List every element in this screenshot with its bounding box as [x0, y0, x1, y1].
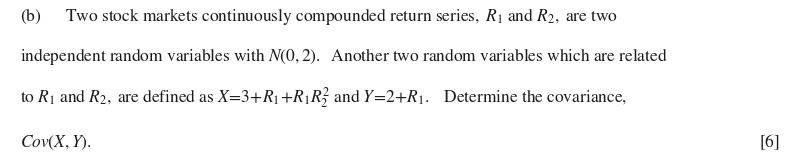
Text: $\mathrm{independent\ random\ variables\ with\ }$$N\mathrm{(0,2).\ \ Another\ tw: $\mathrm{independent\ random\ variables\…: [20, 46, 668, 67]
Text: $\mathrm{[6]}$: $\mathrm{[6]}$: [759, 132, 780, 152]
Text: $\mathrm{(b)\qquad Two\ stock\ markets\ continuously\ compounded\ return\ series: $\mathrm{(b)\qquad Two\ stock\ markets\ …: [20, 6, 618, 27]
Text: $\mathrm{to\ }$$R_1$$\mathrm{\ and\ }$$R_2$$\mathrm{,\ are\ defined\ as\ }$$X\!=: $\mathrm{to\ }$$R_1$$\mathrm{\ and\ }$$R…: [20, 85, 627, 110]
Text: $\mathit{Cov}(X,Y)\mathrm{.}$: $\mathit{Cov}(X,Y)\mathrm{.}$: [20, 134, 92, 152]
